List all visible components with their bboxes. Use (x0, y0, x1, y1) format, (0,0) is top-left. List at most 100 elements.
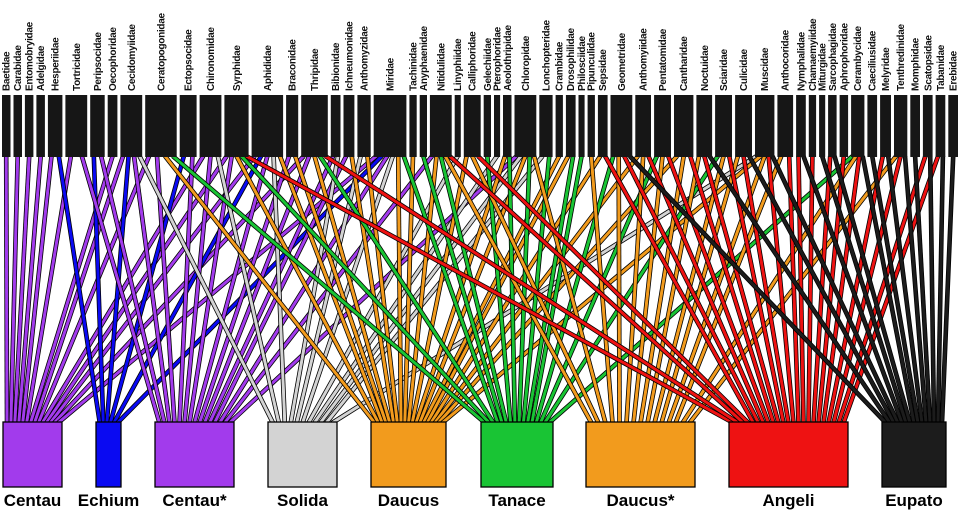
link-drosophilidae-tanace (526, 155, 575, 424)
insect-node-erebidae (948, 95, 958, 157)
link-nitidulidae-tanace (439, 155, 508, 424)
insect-label-scatopsidae: Scatopsidae (923, 35, 934, 91)
insect-node-momphidae (910, 95, 920, 157)
insect-label-pipunculidae: Pipunculidae (587, 32, 598, 91)
insect-node-ichneumonidae (343, 95, 355, 157)
link-calliphoridae-angeli (476, 154, 750, 425)
insect-label-syrphidae: Syrphidae (232, 45, 243, 91)
insect-label-muscidae: Muscidae (760, 47, 771, 91)
insect-label-linyphiidae: Linyphiidae (453, 38, 464, 91)
insect-label-ichneumonidae: Ichneumonidae (345, 21, 356, 91)
insect-nodes-layer: Baetidae Carabidae Entomobryidae Adelgidae H… (2, 13, 960, 157)
insect-label-ectopsocidae: Ectopsocidae (184, 29, 195, 91)
link-syrphidae-tanace (240, 154, 491, 425)
insect-label-tachinidae: Tachinidae (409, 42, 420, 91)
insect-label-lonchopteridae: Lonchopteridae (541, 19, 552, 91)
insect-node-syrphidae (224, 95, 249, 157)
insect-label-oecophoridae: Oecophoridae (108, 27, 119, 91)
insect-node-anyphaenidae (419, 95, 427, 157)
insect-label-cecidomyiidae: Cecidomyiidae (127, 24, 138, 91)
link-nitidulidae-angeli (448, 154, 745, 425)
plant-nodes-layer: Centau Echium Centau* Solida Daucus Tanace Dau… (2, 421, 947, 510)
plant-node-daucus (370, 421, 447, 488)
link-thripidae-tanace (318, 155, 495, 424)
insect-label-aeolothripidae: Aeolothripidae (503, 24, 514, 91)
insect-node-cantharidae (674, 95, 694, 157)
link-entomobryidae-centau (13, 155, 31, 424)
insect-node-ceratopogonidae (145, 95, 177, 157)
insect-label-anyphaenidae: Anyphaenidae (419, 26, 430, 91)
insect-node-melyridae (880, 95, 891, 157)
link-cerambycidae-angeli (822, 155, 861, 424)
link-culicidae-eupato (747, 155, 896, 424)
insect-node-scatopsidae (922, 95, 933, 157)
insect-node-caeciliusidae (867, 95, 878, 157)
link-pentatomidae-daucuss (632, 155, 664, 424)
link-noctuidae-eupato (708, 155, 892, 424)
link-adelgidae-centau (17, 155, 43, 424)
link-culicidae-daucuss (660, 155, 740, 424)
link-cantharidae-angeli (688, 155, 775, 424)
link-aphididae-centaus (193, 155, 269, 424)
insect-label-melyridae: Melyridae (881, 47, 892, 91)
insect-node-calliphoridae (463, 95, 481, 157)
insect-node-sepsidae (597, 95, 608, 157)
insect-label-tenthredinidae: Tenthredinidae (896, 24, 907, 91)
link-anyphaenidae-tanace (421, 155, 504, 424)
insect-node-tabanidae (935, 95, 946, 157)
insect-node-noctuidae (696, 95, 713, 157)
link-ectopsocidae-echium (108, 155, 186, 424)
insect-label-culicidae: Culicidae (739, 49, 750, 91)
plant-node-eupato (881, 421, 947, 488)
link-melyridae-eupato (886, 155, 924, 424)
insect-node-miturgidae (819, 95, 826, 157)
link-nitidulidae-daucus (407, 155, 438, 424)
insect-node-oecophoridae (107, 95, 118, 157)
insect-node-entomobryidae (24, 95, 34, 157)
insect-label-erebidae: Erebidae (949, 50, 960, 91)
plant-node-angeli (728, 421, 849, 488)
insect-label-tabanidae: Tabanidae (936, 44, 947, 91)
link-pipunculidae-daucuss (589, 155, 614, 424)
link-anthomyiidae-angeli (647, 155, 765, 424)
link-ceratopogonidae-tanace (171, 154, 487, 425)
insect-label-noctuidae: Noctuidae (700, 45, 711, 91)
link-muscidae-eupato (771, 155, 900, 424)
link-miridae-tanace (402, 155, 500, 424)
insect-label-nymphalidae: Nymphalidae (797, 31, 808, 91)
link-ceratopogonidae-centau (37, 155, 151, 424)
insect-label-anthomyiidae: Anthomyiidae (639, 28, 650, 91)
links-layer (3, 153, 956, 426)
link-culicidae-angeli (742, 155, 790, 424)
insect-label-sepsidae: Sepsidae (598, 49, 609, 91)
link-anthomyzidae-daucus (365, 155, 399, 424)
plant-node-solida (267, 421, 338, 488)
link-anthocoridae-angeli (787, 155, 800, 424)
insect-node-lonchopteridae (539, 95, 553, 157)
link-syrphidae-centau (45, 155, 229, 424)
plant-node-centau-star (154, 421, 235, 488)
insect-label-calliphoridae: Calliphoridae (468, 31, 479, 91)
insect-node-pipunculidae (587, 95, 595, 157)
insect-node-anthomyzidae (357, 95, 371, 157)
link-aphrophoridae-angeli (817, 155, 846, 424)
insect-node-tenthredinidae (894, 95, 908, 157)
link-cerambycidae-eupato (861, 155, 916, 424)
insect-node-adelgidae (36, 95, 45, 157)
insect-node-anthomyiidae (635, 95, 651, 157)
insect-label-miturgidae: Miturgidae (818, 43, 829, 91)
link-calliphoridae-daucus (410, 155, 469, 424)
insect-label-braconidae: Braconidae (288, 39, 299, 91)
link-scatopsidae-angeli (837, 155, 927, 424)
insect-label-tortricidae: Tortricidae (72, 43, 83, 91)
insect-node-baetidae (2, 95, 11, 157)
insect-node-muscidae (755, 95, 775, 157)
link-braconidae-daucus (293, 155, 388, 424)
insect-label-baetidae: Baetidae (2, 51, 13, 91)
insect-node-crambidae (555, 95, 563, 157)
insect-node-cecidomyiidae (120, 95, 143, 157)
insect-label-crambidae: Crambidae (555, 41, 566, 91)
insect-node-miridae (373, 95, 407, 157)
